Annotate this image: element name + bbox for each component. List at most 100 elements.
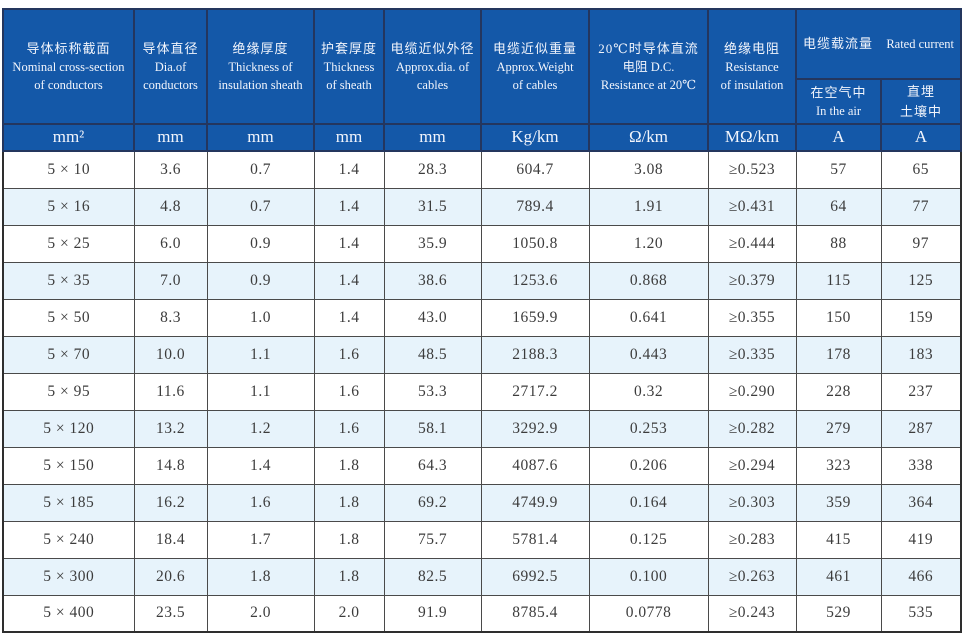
- table-cell: 5 × 120: [2, 409, 135, 448]
- table-cell: ≥0.283: [707, 520, 797, 559]
- group-header-en: Rated current: [886, 36, 955, 51]
- table-row: 5 × 70 10.0 1.1 1.6 48.5 2188.3 0.443 ≥0.335 178…: [2, 335, 962, 374]
- unit-cell: mm: [383, 123, 482, 152]
- header-en: In the air: [815, 104, 862, 119]
- column-header-approx-weight: 电缆近似重量 Approx.Weight of cables: [480, 8, 590, 125]
- header-en: Thickness of: [228, 60, 293, 75]
- table-cell: 0.125: [588, 520, 709, 559]
- table-cell: 287: [880, 409, 962, 448]
- table-row: 5 × 95 11.6 1.1 1.6 53.3 2717.2 0.32 ≥0.290 228 2…: [2, 372, 962, 411]
- table-cell: 5781.4: [480, 520, 590, 559]
- column-header-sheath-thickness: 护套厚度 Thickness of sheath: [313, 8, 385, 125]
- table-cell: 64.3: [383, 446, 482, 485]
- table-cell: 28.3: [383, 150, 482, 189]
- table-cell: 1.20: [588, 224, 709, 263]
- table-cell: 461: [795, 557, 882, 596]
- table-cell: 150: [795, 298, 882, 337]
- table-cell: ≥0.355: [707, 298, 797, 337]
- header-zh: 电缆近似重量: [492, 40, 577, 56]
- table-cell: 48.5: [383, 335, 482, 374]
- header-zh: 直埋: [907, 84, 936, 99]
- table-cell: 359: [795, 483, 882, 522]
- table-header: 导体标称截面 Nominal cross-section of conducto…: [2, 8, 963, 152]
- column-header-nominal-cross-section: 导体标称截面 Nominal cross-section of conducto…: [2, 8, 135, 125]
- table-cell: ≥0.290: [707, 372, 797, 411]
- unit-cell: A: [879, 123, 963, 152]
- table-cell: 1.1: [206, 372, 315, 411]
- table-cell: 2717.2: [480, 372, 590, 411]
- table-cell: 5 × 95: [2, 372, 135, 411]
- table-cell: 125: [880, 261, 962, 300]
- header-en: Thickness: [323, 60, 375, 75]
- table-cell: 364: [880, 483, 962, 522]
- table-cell: ≥0.431: [707, 187, 797, 226]
- table-cell: 1.0: [206, 298, 315, 337]
- table-cell: 115: [795, 261, 882, 300]
- table-cell: 53.3: [383, 372, 482, 411]
- table-cell: 1.1: [206, 335, 315, 374]
- cable-spec-table-wrap: 导体标称截面 Nominal cross-section of conducto…: [2, 8, 963, 633]
- table-cell: 789.4: [480, 187, 590, 226]
- table-cell: 0.32: [588, 372, 709, 411]
- table-cell: 1.6: [313, 409, 385, 448]
- table-cell: 2.0: [206, 594, 315, 633]
- table-cell: 5 × 50: [2, 298, 135, 337]
- table-cell: 5 × 240: [2, 520, 135, 559]
- table-cell: 228: [795, 372, 882, 411]
- table-row: 5 × 400 23.5 2.0 2.0 91.9 8785.4 0.0778 ≥0.243 5…: [2, 594, 962, 633]
- table-cell: 1.8: [313, 483, 385, 522]
- table-cell: 0.7: [206, 187, 315, 226]
- table-cell: 535: [880, 594, 962, 633]
- table-cell: 35.9: [383, 224, 482, 263]
- table-cell: ≥0.294: [707, 446, 797, 485]
- table-cell: 5 × 185: [2, 483, 135, 522]
- header-en: conductors: [143, 78, 198, 93]
- header-en: 电阻 D.C.: [622, 60, 675, 75]
- table-cell: ≥0.335: [707, 335, 797, 374]
- table-cell: 91.9: [383, 594, 482, 633]
- table-row: 5 × 35 7.0 0.9 1.4 38.6 1253.6 0.868 ≥0.379 115 1…: [2, 261, 962, 300]
- table-cell: 58.1: [383, 409, 482, 448]
- table-cell: 1.4: [313, 150, 385, 189]
- table-cell: 338: [880, 446, 962, 485]
- table-cell: ≥0.243: [707, 594, 797, 633]
- unit-cell: mm: [206, 123, 315, 152]
- table-cell: ≥0.282: [707, 409, 797, 448]
- table-cell: 6992.5: [480, 557, 590, 596]
- table-row: 5 × 185 16.2 1.6 1.8 69.2 4749.9 0.164 ≥0.303 35…: [2, 483, 962, 522]
- table-cell: 13.2: [133, 409, 208, 448]
- table-cell: 0.9: [206, 261, 315, 300]
- header-en: Approx.dia. of: [395, 60, 470, 75]
- table-cell: 6.0: [133, 224, 208, 263]
- table-cell: 11.6: [133, 372, 208, 411]
- table-row: 5 × 16 4.8 0.7 1.4 31.5 789.4 1.91 ≥0.431 64 77: [2, 187, 962, 226]
- table-cell: 0.100: [588, 557, 709, 596]
- table-cell: 419: [880, 520, 962, 559]
- table-cell: 159: [880, 298, 962, 337]
- unit-cell: MΩ/km: [707, 123, 797, 152]
- table-cell: 18.4: [133, 520, 208, 559]
- table-cell: 529: [795, 594, 882, 633]
- header-en: Dia.of: [154, 60, 187, 75]
- table-cell: 0.641: [588, 298, 709, 337]
- table-cell: 1050.8: [480, 224, 590, 263]
- table-cell: ≥0.444: [707, 224, 797, 263]
- table-cell: 323: [795, 446, 882, 485]
- table-cell: 1.6: [313, 372, 385, 411]
- header-zh: 土壤中: [900, 103, 943, 119]
- table-cell: 415: [795, 520, 882, 559]
- header-en: Resistance at 20℃: [600, 78, 697, 93]
- header-en: cables: [416, 78, 449, 93]
- unit-cell: mm: [133, 123, 208, 152]
- table-cell: 1659.9: [480, 298, 590, 337]
- table-cell: 1.4: [313, 298, 385, 337]
- table-cell: 604.7: [480, 150, 590, 189]
- header-en: of conductors: [34, 78, 103, 93]
- table-cell: 1.8: [313, 446, 385, 485]
- table-cell: 4749.9: [480, 483, 590, 522]
- header-en: insulation sheath: [218, 78, 303, 93]
- table-cell: 3.6: [133, 150, 208, 189]
- table-row: 5 × 150 14.8 1.4 1.8 64.3 4087.6 0.206 ≥0.294 32…: [2, 446, 962, 485]
- table-cell: 237: [880, 372, 962, 411]
- column-header-conductor-diameter: 导体直径 Dia.of conductors: [133, 8, 208, 125]
